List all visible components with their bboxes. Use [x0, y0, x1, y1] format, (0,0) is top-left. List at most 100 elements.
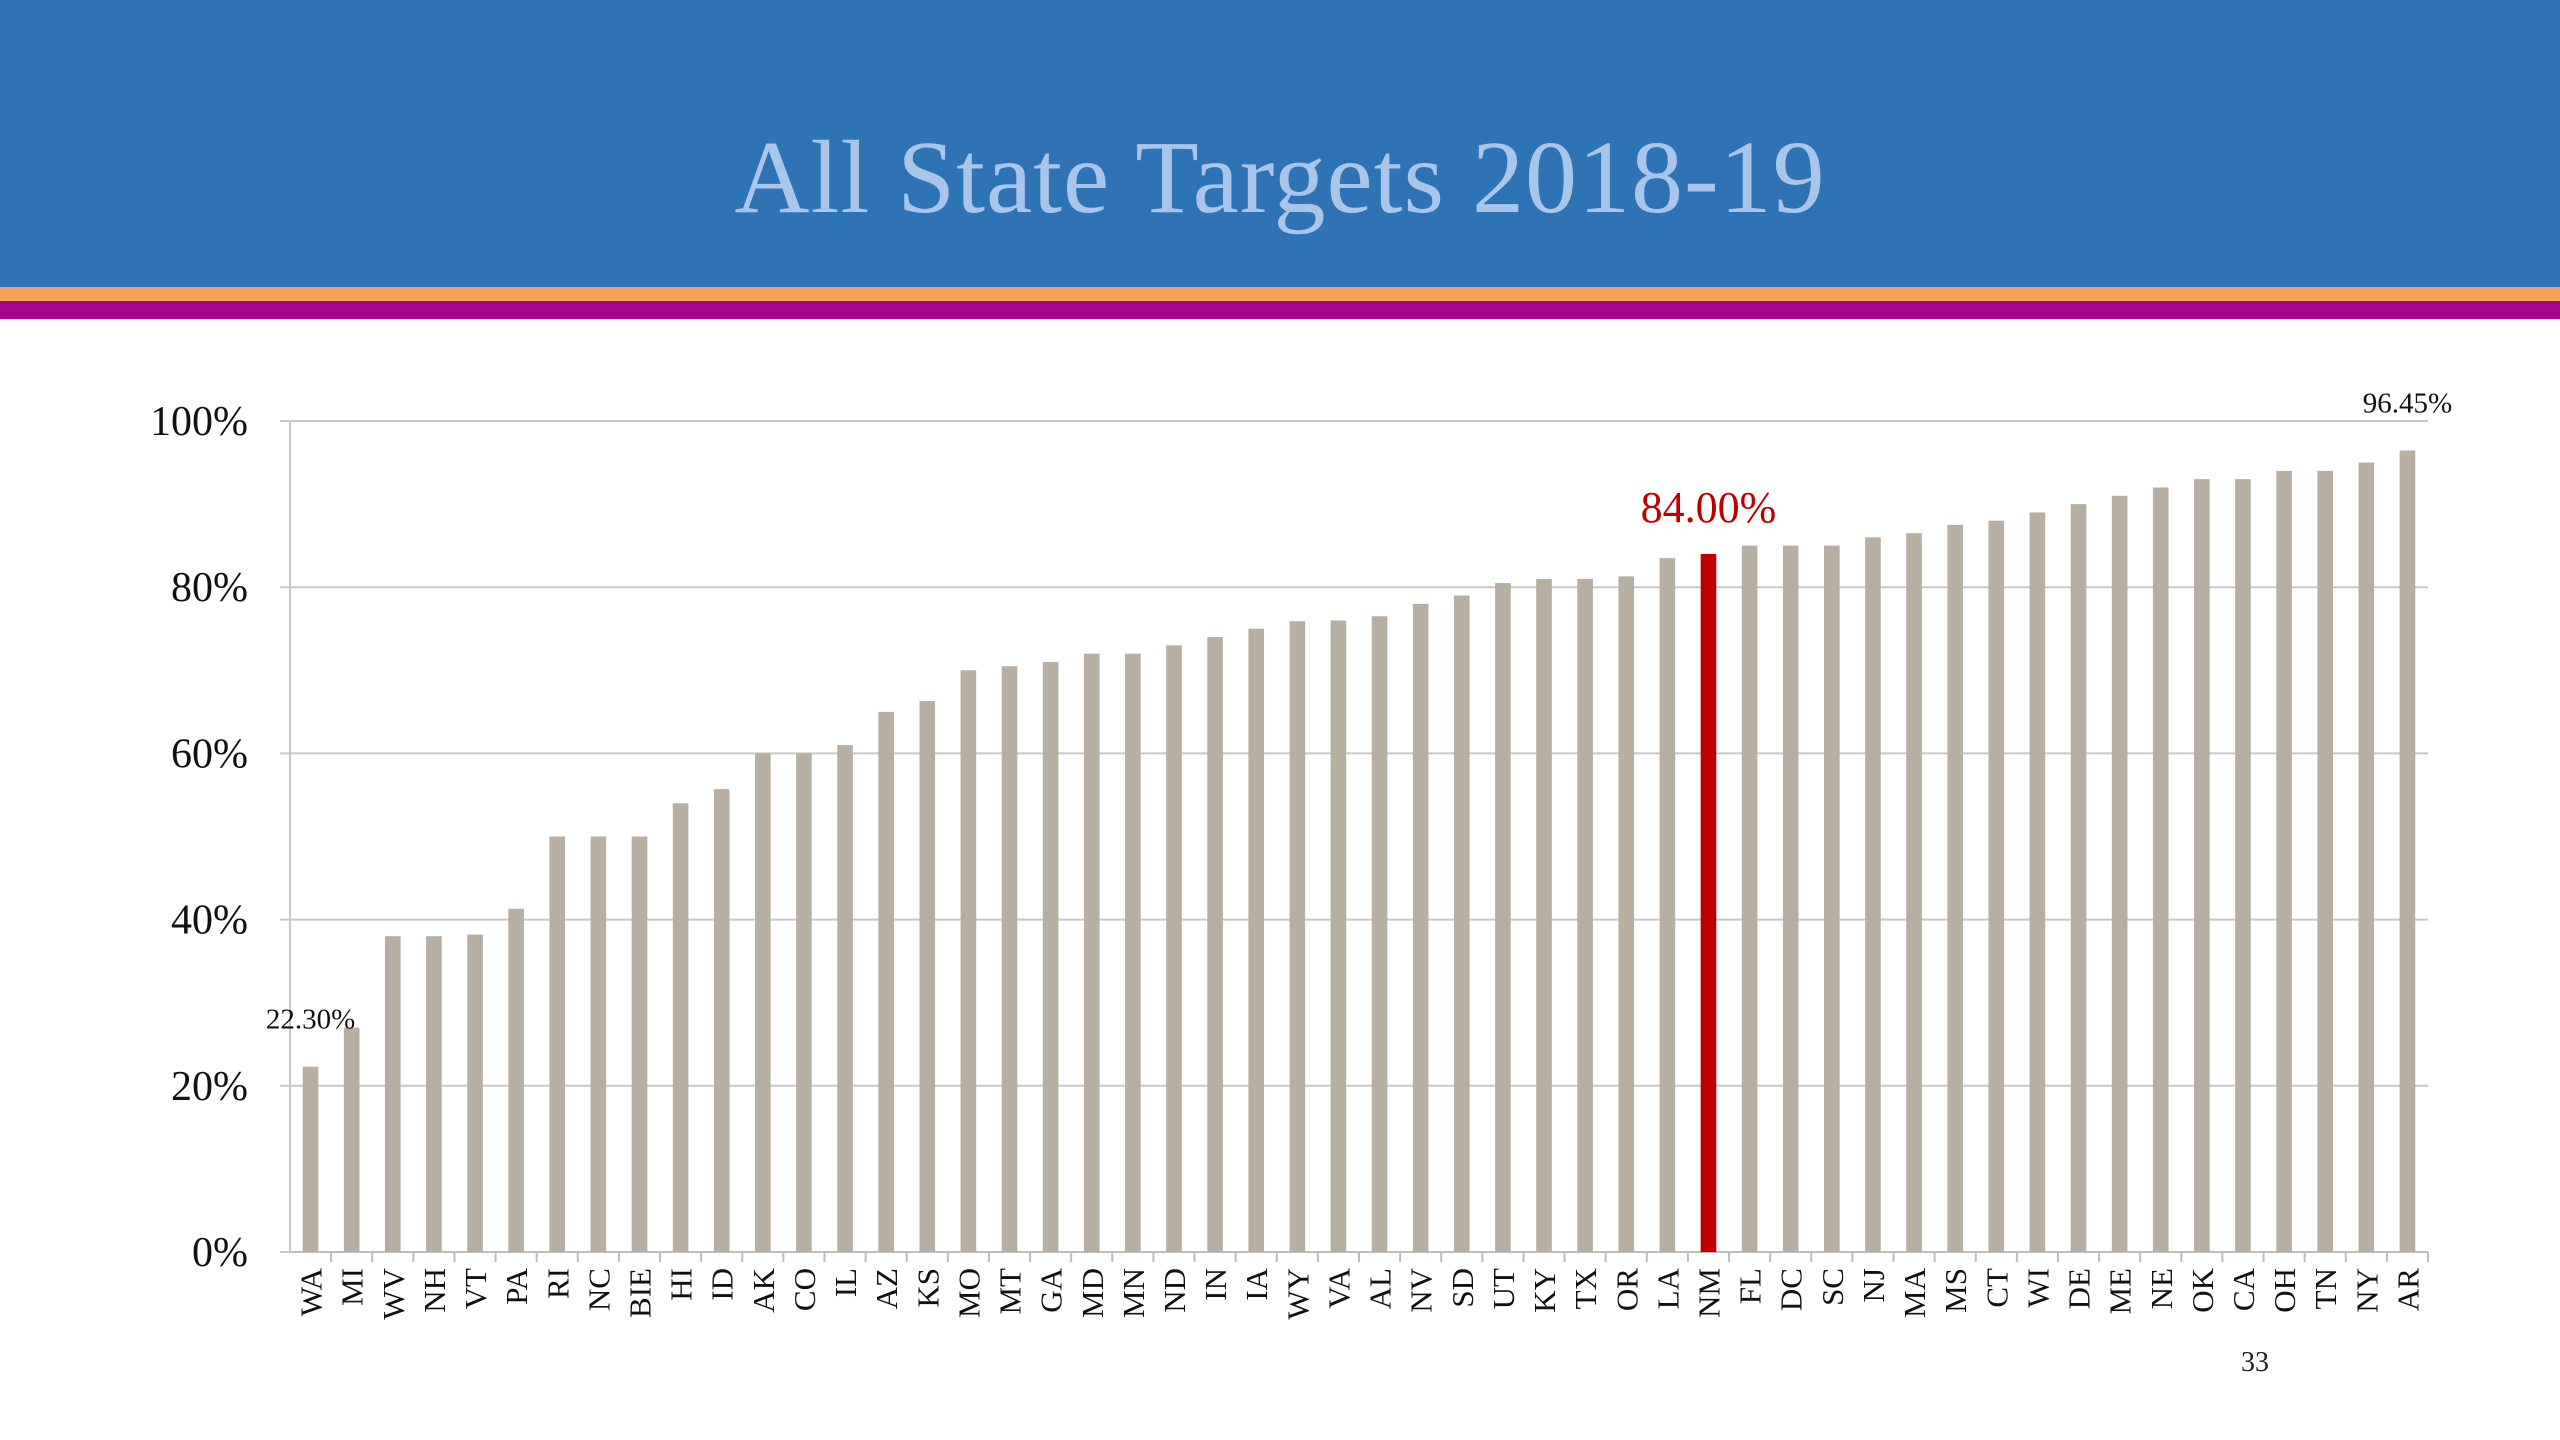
x-tick-label: MO	[951, 1268, 986, 1318]
x-tick-label: OH	[2267, 1268, 2302, 1313]
x-tick-label: IA	[1239, 1267, 1274, 1300]
bar-nh	[426, 936, 442, 1252]
bar-va	[1330, 620, 1347, 1252]
x-tick-label: ID	[705, 1268, 740, 1301]
y-tick-label: 100%	[150, 399, 248, 445]
x-tick-label: NV	[1404, 1267, 1439, 1312]
slide-title: All State Targets 2018-19	[734, 120, 1826, 235]
bar-wi	[2029, 512, 2046, 1252]
bar-nd	[1166, 645, 1182, 1252]
x-tick-label: AZ	[869, 1268, 904, 1309]
bar-sc	[1824, 545, 1840, 1252]
bar-il	[837, 745, 853, 1252]
bar-nj	[1865, 537, 1881, 1252]
bar-mn	[1125, 653, 1141, 1252]
bar-vt	[467, 934, 483, 1252]
bar-ga	[1042, 661, 1059, 1252]
bar-bie	[631, 836, 648, 1252]
x-tick-label: OR	[1609, 1268, 1644, 1311]
x-tick-label: UT	[1486, 1268, 1521, 1309]
bar-ma	[1906, 533, 1922, 1252]
bar-wv	[384, 936, 401, 1252]
x-tick-label: WV	[376, 1267, 411, 1319]
x-tick-label: AK	[746, 1267, 781, 1312]
highlight-data-label: 84.00%	[1641, 483, 1777, 532]
bar-ms	[1947, 524, 1963, 1252]
slide-header	[0, 0, 2560, 287]
bar-oh	[2276, 470, 2292, 1252]
x-tick-label: WA	[294, 1267, 329, 1316]
x-tick-label: GA	[1034, 1267, 1069, 1312]
x-tick-label: BIE	[622, 1268, 657, 1318]
x-tick-label: MN	[1116, 1268, 1151, 1318]
bar-dc	[1782, 545, 1799, 1252]
bar-mo	[960, 670, 977, 1252]
x-tick-label: IL	[828, 1268, 863, 1297]
x-tick-label: CT	[1979, 1268, 2014, 1308]
bar-ne	[2152, 487, 2169, 1253]
x-tick-label: AR	[2390, 1268, 2425, 1311]
x-tick-label: ND	[1157, 1268, 1192, 1313]
x-tick-label: WY	[1280, 1268, 1315, 1320]
x-tick-label: CO	[787, 1268, 822, 1311]
data-label-wa: 22.30%	[266, 1004, 355, 1036]
x-tick-label: MA	[1897, 1267, 1932, 1318]
bar-fl	[1741, 545, 1758, 1252]
x-tick-label: NC	[581, 1268, 616, 1311]
x-tick-label: AL	[1363, 1268, 1398, 1309]
bar-ri	[549, 836, 566, 1252]
bar-ut	[1495, 583, 1511, 1252]
bar-mi	[343, 1027, 360, 1252]
bar-de	[2070, 504, 2087, 1253]
bar-nv	[1412, 603, 1429, 1252]
x-tick-label: MI	[335, 1268, 370, 1306]
x-tick-label: NJ	[1856, 1268, 1891, 1302]
bar-sd	[1453, 595, 1470, 1252]
bar-al	[1371, 616, 1388, 1252]
bar-ca	[2235, 479, 2251, 1252]
x-tick-label: KS	[910, 1268, 945, 1308]
x-tick-label: NH	[417, 1268, 452, 1313]
x-tick-label: LA	[1650, 1267, 1685, 1309]
bar-az	[878, 711, 894, 1252]
bar-id	[713, 789, 730, 1252]
bar-ak	[755, 753, 771, 1252]
y-tick-label: 40%	[171, 898, 248, 944]
bar-wy	[1289, 621, 1306, 1252]
x-tick-label: SD	[1445, 1268, 1480, 1308]
y-tick-label: 20%	[171, 1064, 248, 1110]
x-tick-label: KY	[1527, 1268, 1562, 1313]
x-tick-label: NM	[1691, 1268, 1726, 1318]
header-stripe-magenta	[0, 301, 2560, 319]
x-tick-label: NE	[2144, 1268, 2179, 1309]
x-tick-label: TX	[1568, 1268, 1603, 1309]
y-tick-label: 0%	[192, 1230, 248, 1276]
bar-highlight-nm	[1700, 553, 1717, 1252]
x-tick-label: PA	[499, 1267, 534, 1304]
data-label-ar: 96.45%	[2363, 388, 2452, 420]
y-tick-label: 60%	[171, 731, 248, 777]
x-tick-label: OK	[2185, 1267, 2220, 1312]
x-tick-label: VA	[1321, 1267, 1356, 1308]
bar-ok	[2194, 479, 2210, 1252]
bar-me	[2111, 495, 2128, 1252]
bar-tx	[1577, 578, 1593, 1252]
x-tick-label: WI	[2020, 1268, 2055, 1308]
x-tick-label: MD	[1075, 1268, 1110, 1318]
x-tick-label: ME	[2103, 1268, 2138, 1315]
y-tick-label: 80%	[171, 565, 248, 611]
bar-nc	[590, 836, 607, 1252]
x-tick-label: MT	[993, 1268, 1028, 1315]
x-tick-label: HI	[664, 1268, 699, 1301]
x-tick-label: VT	[458, 1268, 493, 1309]
x-tick-label: NY	[2349, 1268, 2384, 1313]
x-tick-label: DE	[2062, 1268, 2097, 1309]
bar-co	[796, 753, 812, 1252]
bar-pa	[508, 908, 524, 1252]
x-tick-label: SC	[1815, 1268, 1850, 1306]
x-tick-label: RI	[540, 1268, 575, 1299]
page-number: 33	[2241, 1347, 2269, 1378]
header-stripe-orange	[0, 287, 2560, 301]
